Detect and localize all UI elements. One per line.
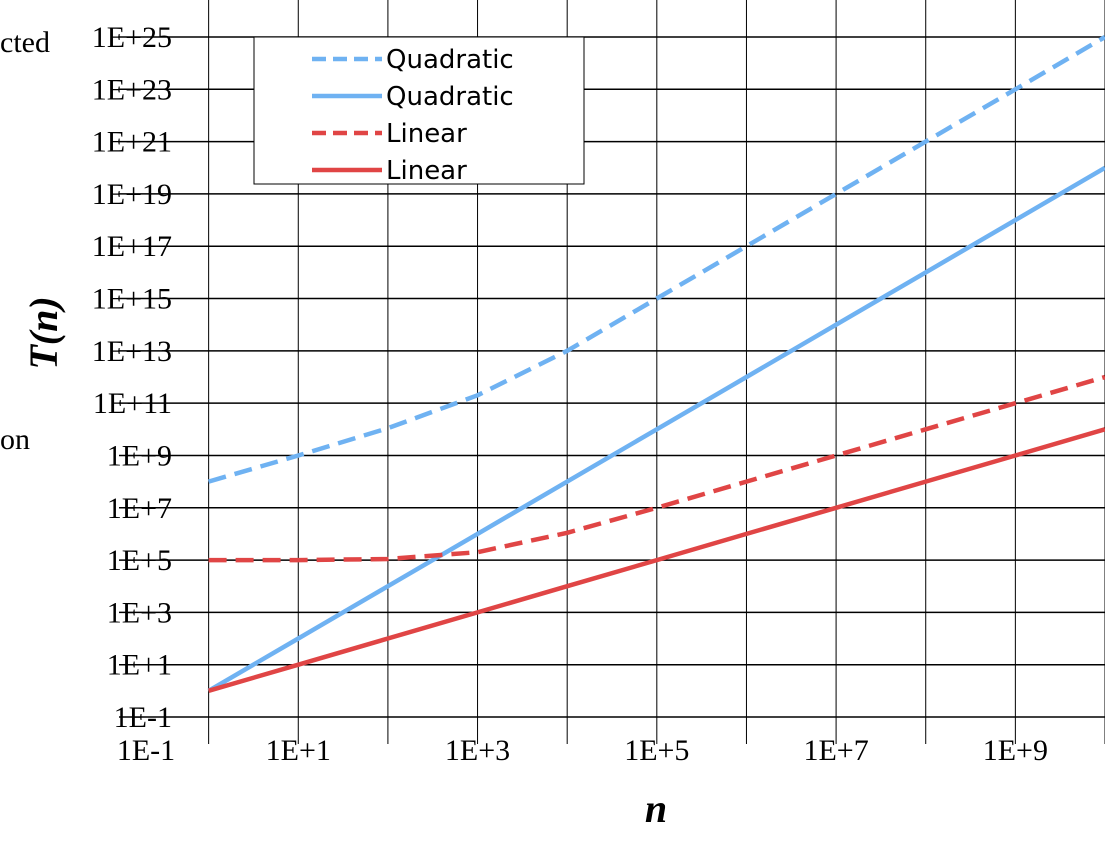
x-tick-label: 1E+1	[266, 734, 331, 767]
y-tick-label: 1E+19	[92, 178, 172, 211]
legend-label: Linear	[386, 119, 467, 149]
y-tick-label: 1E+17	[92, 230, 172, 263]
x-tick-label: 1E-1	[117, 734, 175, 767]
y-axis-title: T(n)	[21, 296, 66, 369]
y-tick-label: 1E+25	[92, 21, 172, 54]
x-tick-label: 1E+3	[445, 734, 510, 767]
y-tick-label: 1E+9	[107, 439, 172, 472]
ticks-layer: 1E-1 1E+1 1E+3 1E+5 1E+7 1E+9 1E+11 1E+13 1E+15 1…	[92, 21, 1048, 767]
legend: Quadratic Quadratic Linear Linear	[253, 36, 585, 186]
y-tick-label: 1E-1	[114, 701, 172, 734]
legend-box	[253, 36, 585, 185]
series-layer	[207, 35, 1105, 693]
cropped-text-top: cted	[0, 26, 50, 59]
series-line-linear-solid	[207, 427, 1105, 693]
y-tick-label: 1E+21	[92, 126, 172, 159]
series-line-linear-dashed	[208, 374, 1105, 563]
y-tick-label: 1E+7	[107, 492, 172, 525]
x-tick-label: 1E+9	[983, 734, 1048, 767]
y-tick-label: 1E+3	[107, 596, 172, 629]
legend-label: Quadratic	[386, 82, 514, 112]
y-tick-label: 1E+11	[93, 387, 172, 420]
y-tick-label: 1E+13	[92, 335, 172, 368]
legend-label: Linear	[386, 156, 467, 186]
cropped-text-middle: on	[0, 423, 30, 456]
legend-label: Quadratic	[386, 45, 514, 75]
y-tick-label: 1E+1	[107, 649, 172, 682]
y-tick-label: 1E+5	[107, 544, 172, 577]
series-line-quadratic-solid	[207, 165, 1105, 693]
y-tick-label: 1E+23	[92, 73, 172, 106]
x-axis-title: n	[645, 786, 667, 831]
x-tick-label: 1E+7	[803, 734, 868, 767]
x-tick-label: 1E+5	[624, 734, 689, 767]
series-line-quadratic-dashed	[207, 35, 1105, 484]
y-tick-label: 1E+15	[92, 283, 172, 316]
